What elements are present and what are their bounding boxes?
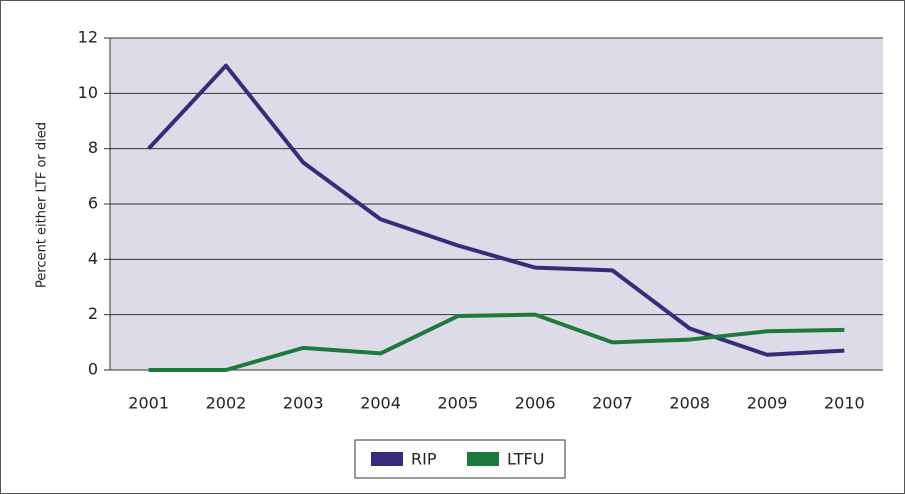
legend-label: LTFU: [507, 450, 544, 469]
x-tick-label: 2002: [206, 394, 247, 413]
y-tick-label: 10: [78, 83, 98, 102]
x-tick-label: 2003: [283, 394, 324, 413]
y-tick-label: 4: [88, 249, 98, 268]
x-tick-label: 2001: [128, 394, 169, 413]
x-tick-label: 2008: [669, 394, 710, 413]
x-tick-label: 2005: [437, 394, 478, 413]
y-tick-label: 6: [88, 194, 98, 213]
y-tick-label: 8: [88, 138, 98, 157]
x-tick-label: 2010: [824, 394, 865, 413]
legend-label: RIP: [411, 450, 437, 469]
line-series: [147, 63, 845, 357]
line-series: [148, 312, 845, 372]
x-tick-label: 2007: [592, 394, 633, 413]
x-tick-label: 2006: [515, 394, 556, 413]
legend-swatch: [371, 452, 403, 466]
y-tick-label: 2: [88, 304, 98, 323]
legend-swatch: [467, 452, 499, 466]
x-tick-label: 2004: [360, 394, 401, 413]
y-tick-label: 12: [78, 28, 98, 47]
y-tick-label: 0: [88, 360, 98, 379]
x-tick-label: 2009: [747, 394, 788, 413]
y-axis-label: Percent either LTF or died: [35, 122, 50, 288]
